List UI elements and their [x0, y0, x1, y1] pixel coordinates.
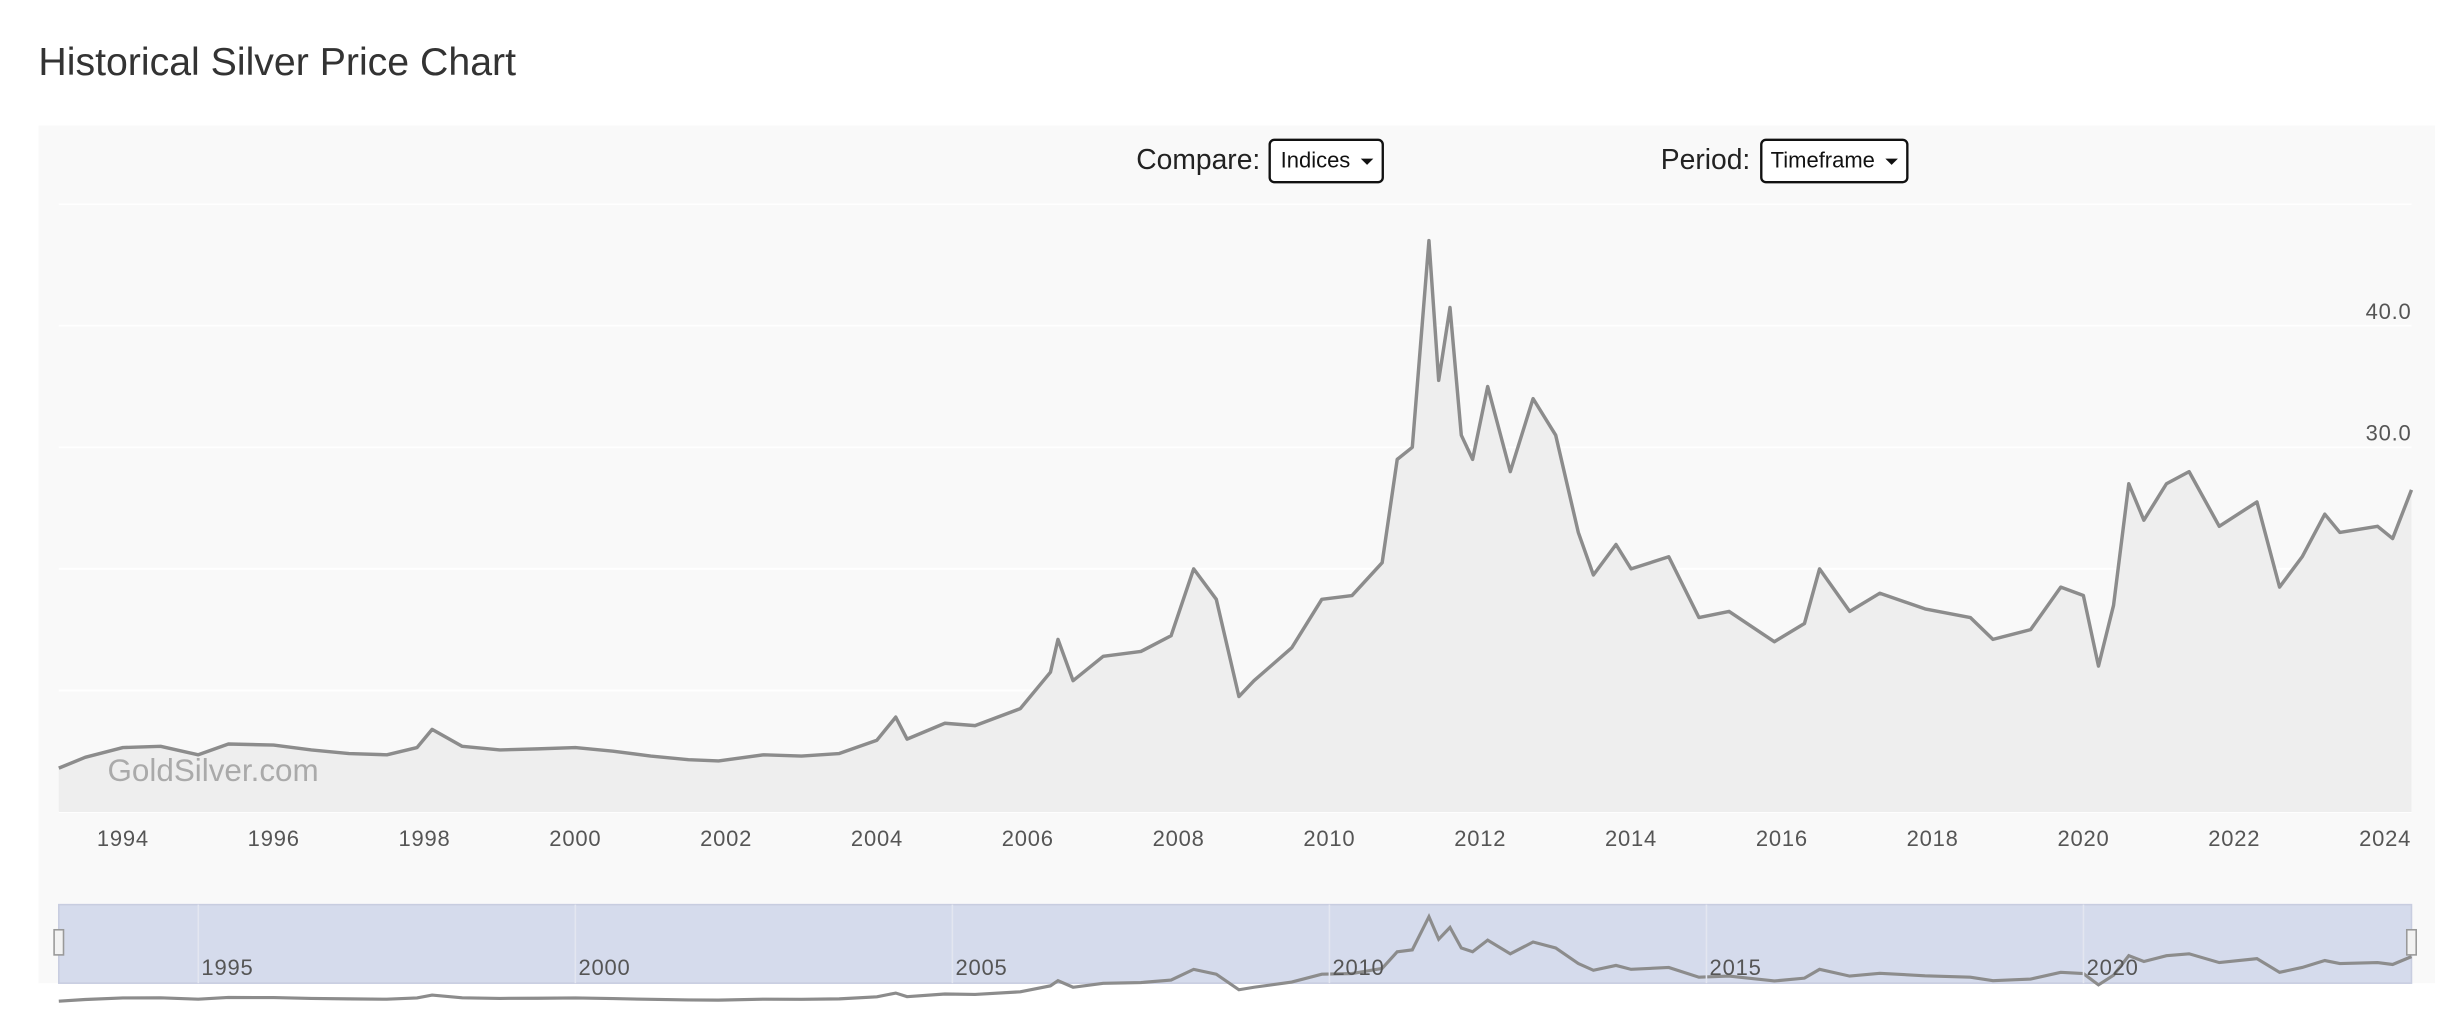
navigator-tick-label: 2000 — [578, 955, 630, 980]
navigator-tick-label: 2015 — [1710, 955, 1762, 980]
caret — [1360, 158, 1374, 165]
navigator-bg — [58, 903, 2413, 984]
navigator-tick-label: 2020 — [2087, 955, 2139, 980]
x-tick-label: 2006 — [1002, 826, 1054, 851]
x-tick-label: 2010 — [1303, 826, 1355, 851]
x-tick-label: 2002 — [700, 826, 752, 851]
chart-panel — [38, 125, 2436, 984]
x-tick-label: 2024 — [2359, 826, 2411, 851]
compare-value[interactable]: Indices — [1281, 148, 1351, 173]
navigator-tick-label: 2010 — [1333, 955, 1385, 980]
navigator-line — [58, 913, 2413, 1003]
x-tick-label: 2012 — [1454, 826, 1506, 851]
y-tick-label: 30.0 — [2366, 421, 2412, 446]
watermark: GoldSilver.com — [107, 753, 318, 788]
x-tick-label: 1994 — [97, 826, 149, 851]
navigator-series — [58, 913, 2413, 1003]
price-area — [58, 240, 2412, 812]
caret — [1885, 158, 1898, 165]
x-tick-label: 1998 — [399, 826, 451, 851]
page-title: Historical Silver Price Chart — [38, 40, 516, 84]
period-value[interactable]: Timeframe — [1771, 148, 1875, 173]
navigator-handle — [2405, 928, 2417, 956]
x-tick-label: 2018 — [1907, 826, 1959, 851]
period-box[interactable] — [1760, 138, 1909, 184]
navigator-tick-label: 2005 — [956, 955, 1008, 980]
compare-box[interactable] — [1268, 138, 1384, 184]
compare-label: Compare: — [1136, 143, 1260, 175]
x-tick-label: 2022 — [2208, 826, 2260, 851]
x-tick-label: 1996 — [248, 826, 300, 851]
x-tick-label: 2008 — [1153, 826, 1205, 851]
x-tick-label: 2020 — [2057, 826, 2109, 851]
period-label: Period: — [1661, 143, 1751, 175]
y-tick-label: 40.0 — [2366, 299, 2412, 324]
x-tick-label: 2000 — [549, 826, 601, 851]
period-dropdown[interactable]: Timeframe — [1760, 138, 1909, 184]
x-tick-label: 2014 — [1605, 826, 1657, 851]
compare-dropdown[interactable]: Indices — [1268, 138, 1384, 184]
navigator-tick-label: 1995 — [201, 955, 253, 980]
x-tick-label: 2004 — [851, 826, 903, 851]
price-line — [58, 238, 2414, 770]
x-tick-label: 2016 — [1756, 826, 1808, 851]
navigator-handle — [53, 928, 65, 956]
